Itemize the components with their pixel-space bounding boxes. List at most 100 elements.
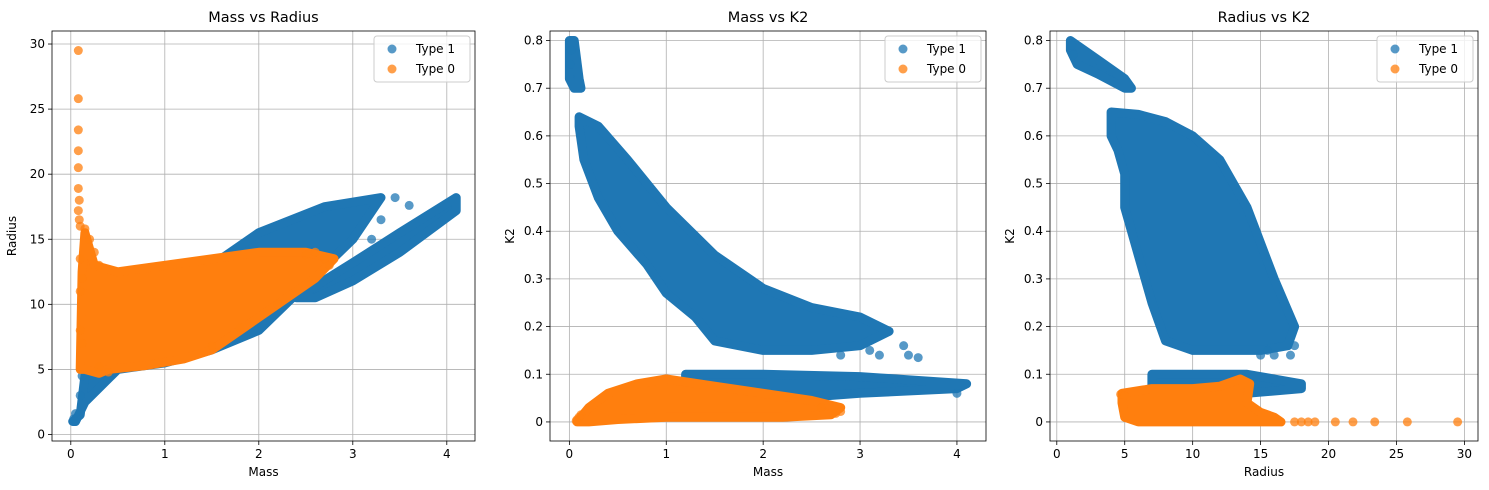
- x-tick-label: 1: [161, 447, 169, 461]
- data-point: [301, 250, 311, 260]
- y-tick-label: 10: [30, 297, 45, 311]
- legend-label: Type 1: [1418, 42, 1458, 56]
- data-point: [235, 323, 245, 333]
- chart-title: Mass vs K2: [728, 10, 809, 26]
- data-point: [566, 45, 576, 55]
- data-point: [836, 350, 846, 360]
- data-point: [75, 325, 85, 335]
- data-point: [1348, 417, 1358, 427]
- data-point: [1402, 417, 1412, 427]
- x-tick-label: 4: [953, 447, 961, 461]
- data-point: [73, 206, 83, 216]
- axes-radius-vs-k2: 0 5 10 15 20 25 30 0 0.1 0.2 0.3 0.4 0.5 0.6 0.7 0.8 Rad…: [1003, 10, 1479, 479]
- data-point: [73, 94, 83, 104]
- data-point: [865, 345, 875, 355]
- y-tick-label: 0.7: [1024, 81, 1043, 95]
- plot-area: [564, 36, 972, 427]
- data-point: [565, 59, 575, 69]
- data-point: [1269, 415, 1279, 425]
- data-point: [273, 299, 283, 309]
- x-tick-label: 25: [1389, 447, 1404, 461]
- x-tick-label: 20: [1321, 447, 1336, 461]
- y-tick-label: 0.3: [524, 272, 543, 286]
- x-tick-label: 15: [1253, 447, 1268, 461]
- y-tick-label: 0.1: [1024, 367, 1043, 381]
- data-point: [1330, 417, 1340, 427]
- legend-marker: [898, 64, 908, 74]
- x-axis-label: Mass: [753, 465, 783, 479]
- data-point: [404, 200, 414, 210]
- data-point: [1303, 417, 1313, 427]
- data-point: [1310, 417, 1320, 427]
- legend-label: Type 1: [415, 42, 455, 56]
- data-point: [75, 286, 85, 296]
- data-point: [1370, 417, 1380, 427]
- data-point: [85, 234, 95, 244]
- data-point: [1262, 345, 1272, 355]
- data-point: [320, 254, 330, 264]
- data-point: [1285, 350, 1295, 360]
- series-type-0: [571, 374, 846, 427]
- y-tick-label: 0.3: [1024, 272, 1043, 286]
- x-tick-label: 4: [443, 447, 451, 461]
- y-tick-label: 15: [30, 232, 45, 246]
- data-point: [73, 183, 83, 193]
- data-point: [816, 403, 826, 413]
- axes-mass-vs-k2: 0 1 2 3 4 0 0.1 0.2 0.3 0.4 0.5 0.6 0.7 0.8 Mass vs K2…: [503, 10, 987, 479]
- y-tick-label: 0.6: [524, 129, 543, 143]
- data-point: [1067, 40, 1077, 50]
- y-tick-label: 0: [1035, 415, 1043, 429]
- x-tick-label: 0: [1053, 447, 1061, 461]
- y-tick-label: 0.8: [1024, 34, 1043, 48]
- point-cluster: [1117, 374, 1286, 427]
- y-tick-label: 0.7: [524, 81, 543, 95]
- y-tick-label: 0.2: [1024, 320, 1043, 334]
- y-tick-label: 0: [37, 427, 45, 441]
- point-cluster: [572, 374, 846, 427]
- y-tick-label: 0.2: [524, 320, 543, 334]
- data-point: [1269, 350, 1279, 360]
- series-type-0: [1116, 374, 1463, 427]
- data-point: [77, 273, 87, 283]
- data-point: [73, 146, 83, 156]
- y-tick-label: 0.8: [524, 34, 543, 48]
- y-tick-label: 0.5: [1024, 177, 1043, 191]
- y-tick-label: 30: [30, 37, 45, 51]
- x-tick-label: 3: [856, 447, 864, 461]
- chart-title: Mass vs Radius: [208, 10, 318, 26]
- data-point: [75, 390, 85, 400]
- data-point: [94, 260, 104, 270]
- data-point: [103, 367, 113, 377]
- legend-label: Type 1: [926, 42, 966, 56]
- plot-area: [68, 46, 461, 426]
- x-tick-label: 5: [1121, 447, 1129, 461]
- data-point: [576, 410, 586, 420]
- y-tick-label: 20: [30, 167, 45, 181]
- data-point: [75, 254, 85, 264]
- data-point: [1290, 417, 1300, 427]
- legend-marker: [387, 44, 397, 54]
- axes-frame: [51, 30, 476, 442]
- plot-area: [1065, 36, 1463, 427]
- data-point: [1256, 350, 1266, 360]
- legend-label: Type 0: [926, 62, 966, 76]
- data-point: [913, 353, 923, 363]
- data-point: [1120, 391, 1130, 401]
- data-point: [71, 409, 80, 419]
- point-cluster: [75, 228, 339, 378]
- data-point: [80, 224, 90, 234]
- axes-frame: [549, 30, 987, 442]
- y-tick-label: 0.5: [524, 177, 543, 191]
- data-point: [952, 388, 962, 398]
- legend-marker: [1390, 64, 1400, 74]
- data-point: [207, 341, 217, 351]
- data-point: [310, 247, 320, 257]
- y-tick-label: 0.4: [524, 224, 543, 238]
- legend: Type 1 Type 0: [373, 35, 471, 83]
- chart-title: Radius vs K2: [1218, 10, 1311, 26]
- series-type-1: [564, 36, 972, 405]
- y-tick-label: 5: [37, 362, 45, 376]
- data-point: [73, 125, 83, 135]
- x-tick-label: 2: [255, 447, 263, 461]
